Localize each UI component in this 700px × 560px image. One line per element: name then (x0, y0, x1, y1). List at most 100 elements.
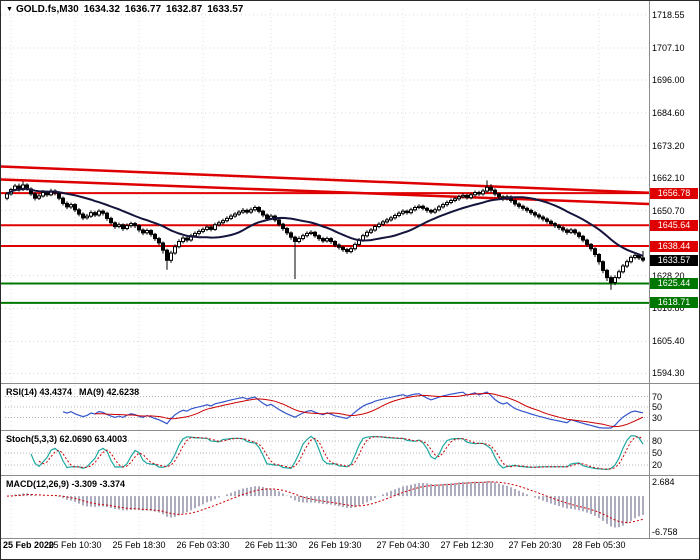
candle-body (125, 225, 129, 230)
candle-body (609, 277, 613, 284)
candle-body (177, 241, 181, 248)
rsi-line (62, 391, 644, 429)
price-level-badge: 1638.44 (650, 240, 698, 252)
candle-body (589, 243, 593, 250)
symbol-timeframe-label: GOLD.fs,M30 (15, 4, 79, 15)
candle-body (173, 246, 177, 254)
candle-body (421, 205, 425, 209)
candle-body (629, 256, 633, 263)
candle-body (69, 204, 73, 208)
price-axis-label: 1696.00 (652, 74, 685, 85)
candle-body (513, 200, 517, 205)
candle-body (329, 238, 333, 243)
candle-body (37, 195, 41, 199)
candle-body (117, 224, 121, 228)
price-axis-label: 1594.30 (652, 368, 685, 379)
candle-body (209, 226, 213, 230)
candle-body (545, 218, 549, 222)
candle-body (161, 242, 165, 251)
candle-body (573, 229, 577, 234)
candle-body (181, 237, 185, 243)
candle-body (257, 207, 261, 212)
time-axis-label: 25 Feb 10:30 (48, 540, 102, 550)
candle-body (621, 265, 625, 273)
candle-body (137, 225, 141, 231)
stoch-signal-line (38, 435, 644, 470)
time-axis-label: 25 Feb 18:30 (112, 540, 166, 550)
candle-body (449, 200, 453, 203)
price-low: 1632.87 (166, 4, 203, 15)
candle-body (565, 229, 569, 233)
time-axis-label: 27 Feb 12:30 (440, 540, 494, 550)
candle-body (493, 189, 497, 195)
candle-body (625, 261, 629, 267)
stoch-level-label: 20 (652, 460, 663, 470)
candle-body (489, 186, 493, 191)
candle-body (193, 232, 197, 237)
candle-body (33, 193, 37, 199)
resistance-trendline (1, 165, 650, 195)
candle-body (233, 213, 237, 217)
candle-body (617, 271, 621, 279)
candle-body (85, 215, 89, 219)
candle-body (381, 221, 385, 225)
candle-body (309, 231, 313, 235)
macd-indicator-label: MACD(12,26,9) -3.309 -3.374 (6, 479, 125, 489)
candle-body (289, 232, 293, 238)
candle-body (593, 248, 597, 255)
candle-body (425, 207, 429, 211)
candle-body (393, 215, 397, 219)
candle-body (401, 210, 405, 214)
candle-body (165, 249, 169, 261)
candle-body (465, 194, 469, 199)
candle-body (113, 222, 117, 228)
candle-body (569, 229, 573, 233)
candle-body (109, 217, 113, 224)
rsi-ma-name-value: MA(9) 42.6238 (79, 387, 140, 397)
candle-body (245, 209, 249, 213)
candle-body (201, 228, 205, 232)
candle-body (377, 223, 381, 227)
candle-body (497, 193, 501, 198)
candle-body (441, 204, 445, 208)
price-level-badge: 1645.64 (650, 219, 698, 231)
stoch-level-label: 80 (652, 436, 663, 446)
candle-body (633, 254, 637, 258)
price-level-badge: 1625.44 (650, 278, 698, 289)
symbol-marker-icon: ▼ (6, 6, 13, 13)
candle-body (305, 232, 309, 237)
candle-body (217, 222, 221, 226)
candle-body (253, 207, 257, 211)
stoch-main-line (30, 435, 644, 471)
candle-body (121, 224, 125, 230)
candle-body (349, 248, 353, 253)
candle-body (225, 217, 229, 222)
candle-body (241, 209, 245, 213)
candle-body (221, 220, 225, 224)
candle-body (153, 233, 157, 240)
candle-body (333, 241, 337, 246)
candle-body (93, 212, 97, 216)
price-axis-label: 1662.10 (652, 172, 685, 183)
candle-body (457, 196, 461, 200)
candle-body (537, 214, 541, 218)
candle-body (337, 244, 341, 248)
candle-body (57, 192, 61, 199)
stoch-name-value: Stoch(5,3,3) 62.0690 63.4003 (6, 434, 128, 444)
candle-body (249, 209, 253, 213)
candle-body (585, 239, 589, 245)
candle-body (205, 226, 209, 230)
candle-body (361, 235, 365, 241)
candle-body (601, 261, 605, 271)
price-axis-label: 1673.20 (652, 140, 685, 151)
candle-body (353, 243, 357, 250)
candle-body (277, 219, 281, 225)
candle-body (77, 209, 81, 215)
price-axis-label: 1650.70 (652, 205, 685, 216)
price-open: 1634.32 (83, 4, 120, 15)
candle-body (149, 230, 153, 235)
time-axis-label: 26 Feb 03:30 (176, 540, 230, 550)
candle-body (265, 214, 269, 219)
